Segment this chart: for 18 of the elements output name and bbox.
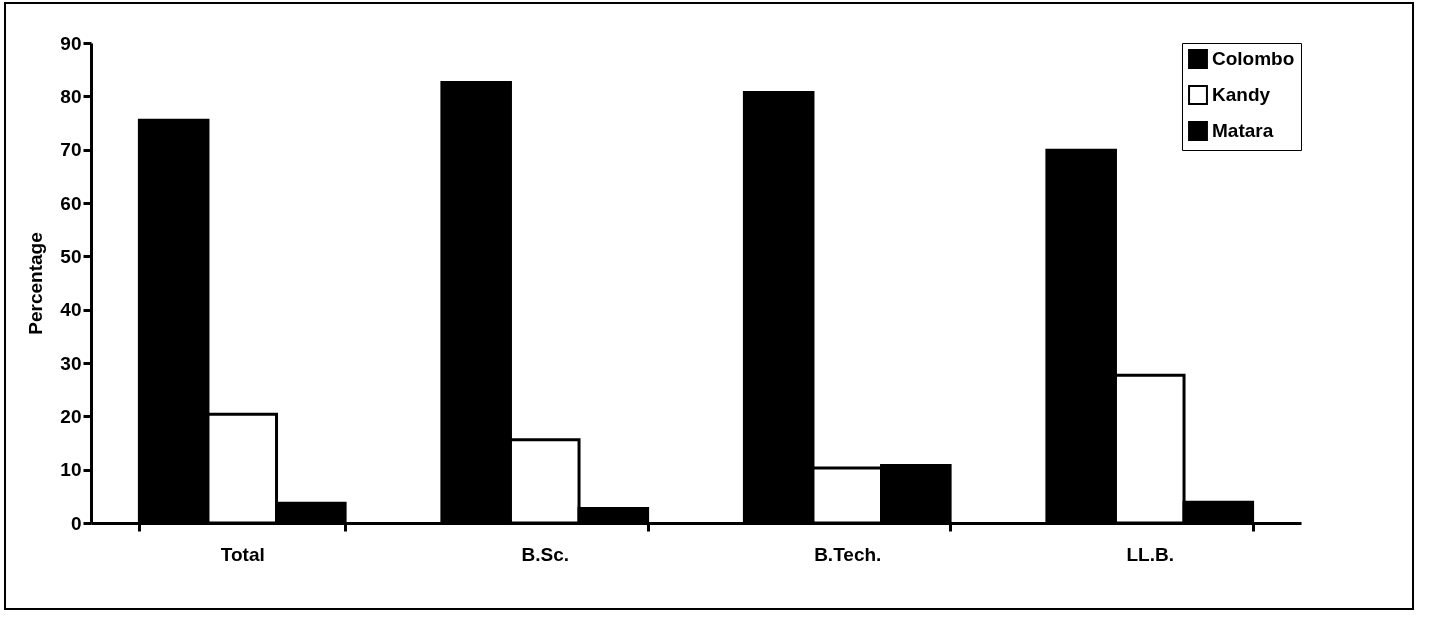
x-tick-label: B.Sc. <box>521 543 570 565</box>
legend-label: Matara <box>1212 120 1274 141</box>
x-tick-label: B.Tech. <box>814 543 882 565</box>
y-axis-title: Percentage <box>25 232 47 335</box>
y-tick-label: 30 <box>60 352 82 374</box>
x-tick-label: Total <box>220 543 265 565</box>
y-tick-label: 0 <box>70 512 82 534</box>
y-tick-label: 90 <box>60 32 82 54</box>
y-tick-label: 70 <box>60 139 82 161</box>
legend-label: Kandy <box>1212 84 1271 105</box>
legend-label: Colombo <box>1212 48 1295 69</box>
x-tick-label: LL.B. <box>1126 543 1174 565</box>
y-tick-label: 80 <box>60 85 82 107</box>
y-tick-label: 60 <box>60 192 82 214</box>
y-tick-label: 40 <box>60 299 82 321</box>
y-tick-label: 20 <box>60 405 82 427</box>
y-tick-label: 50 <box>60 245 82 267</box>
y-tick-label: 10 <box>60 459 82 481</box>
